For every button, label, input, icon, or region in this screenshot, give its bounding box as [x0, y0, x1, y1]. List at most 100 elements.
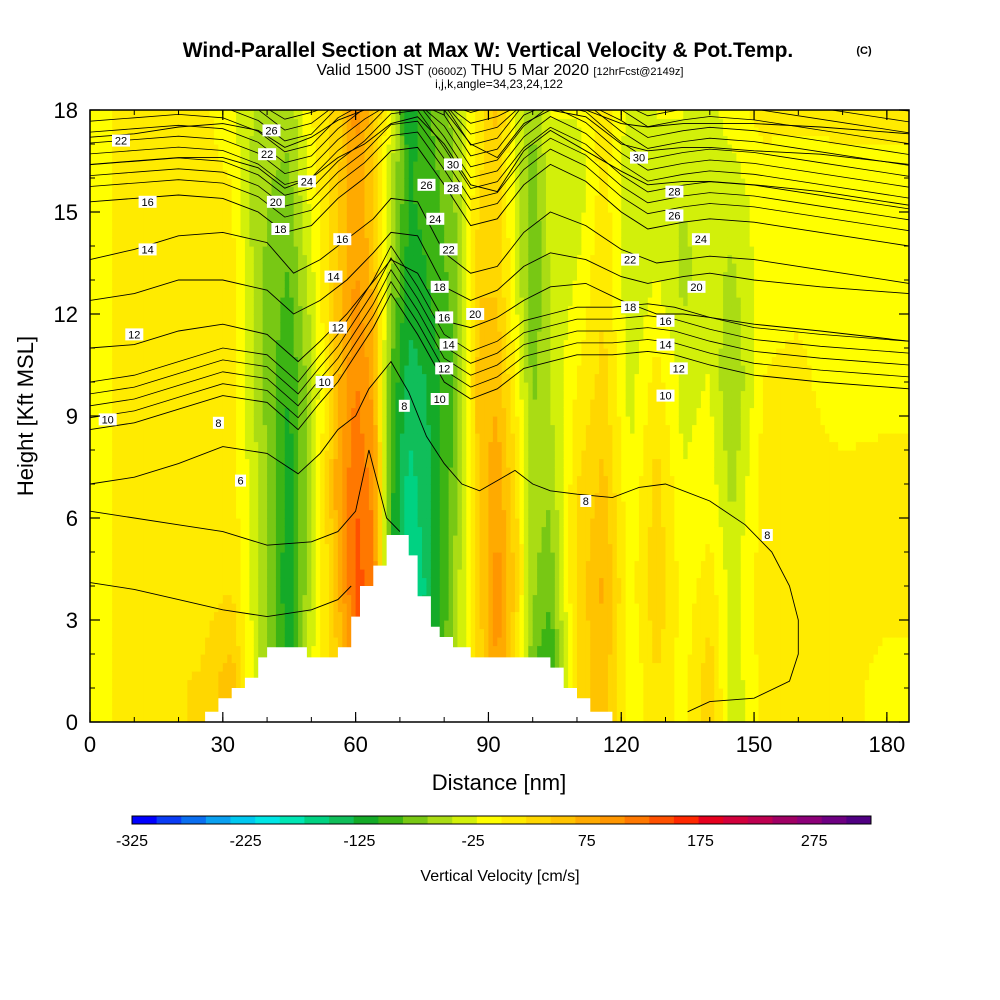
velocity-cell: [151, 645, 158, 655]
velocity-cell: [289, 348, 295, 358]
velocity-cell: [200, 611, 206, 621]
velocity-cell: [240, 195, 246, 205]
velocity-cell: [315, 501, 321, 511]
velocity-cell: [293, 127, 299, 137]
velocity-cell: [209, 331, 215, 341]
velocity-cell: [333, 543, 339, 553]
velocity-cell: [280, 628, 286, 638]
velocity-cell: [302, 322, 308, 332]
velocity-cell: [165, 620, 171, 630]
velocity-cell: [386, 195, 392, 205]
velocity-cell: [125, 671, 131, 681]
velocity-cell: [324, 535, 330, 545]
velocity-cell: [209, 127, 215, 137]
velocity-cell: [262, 467, 268, 477]
velocity-cell: [280, 110, 286, 120]
velocity-cell: [209, 518, 215, 528]
velocity-cell: [302, 118, 308, 128]
velocity-cell: [236, 263, 242, 273]
velocity-cell: [218, 169, 224, 179]
velocity-cell: [231, 373, 237, 383]
velocity-cell: [333, 569, 339, 579]
velocity-cell: [244, 620, 250, 630]
velocity-cell: [165, 178, 171, 188]
velocity-cell: [377, 212, 383, 222]
velocity-cell: [125, 560, 131, 570]
velocity-cell: [156, 569, 162, 579]
velocity-cell: [267, 586, 273, 596]
velocity-cell: [280, 297, 286, 307]
velocity-cell: [174, 696, 180, 706]
velocity-cell: [355, 390, 361, 400]
velocity-cell: [174, 501, 180, 511]
velocity-cell: [209, 569, 215, 579]
velocity-cell: [165, 526, 171, 536]
velocity-cell: [227, 288, 233, 298]
velocity-cell: [222, 186, 228, 196]
velocity-cell: [311, 118, 317, 128]
velocity-cell: [306, 450, 312, 460]
velocity-cell: [187, 620, 193, 630]
velocity-cell: [227, 475, 233, 485]
velocity-cell: [129, 280, 135, 290]
velocity-cell: [151, 569, 158, 579]
velocity-cell: [386, 169, 392, 179]
velocity-cell: [368, 577, 374, 587]
velocity-cell: [253, 569, 259, 579]
velocity-cell: [373, 186, 379, 196]
velocity-cell: [200, 662, 206, 672]
velocity-cell: [112, 594, 118, 604]
velocity-cell: [116, 356, 122, 366]
velocity-cell: [187, 229, 193, 239]
velocity-cell: [342, 339, 348, 349]
velocity-cell: [196, 254, 202, 264]
velocity-cell: [231, 399, 237, 409]
velocity-cell: [213, 475, 219, 485]
velocity-cell: [178, 271, 184, 281]
velocity-cell: [240, 399, 246, 409]
velocity-cell: [302, 144, 308, 154]
velocity-cell: [134, 552, 140, 562]
velocity-cell: [147, 203, 153, 213]
velocity-cell: [236, 178, 242, 188]
velocity-cell: [258, 348, 264, 358]
velocity-cell: [125, 577, 131, 587]
velocity-cell: [129, 654, 135, 664]
velocity-cell: [160, 220, 166, 230]
velocity-cell: [134, 110, 140, 120]
velocity-cell: [240, 169, 246, 179]
velocity-cell: [280, 305, 286, 315]
velocity-cell: [267, 263, 273, 273]
velocity-cell: [306, 169, 312, 179]
velocity-cell: [253, 331, 259, 341]
velocity-cell: [249, 620, 255, 630]
velocity-cell: [151, 212, 158, 222]
velocity-cell: [218, 331, 224, 341]
velocity-cell: [222, 611, 228, 621]
velocity-cell: [116, 628, 122, 638]
velocity-cell: [244, 433, 250, 443]
velocity-cell: [209, 433, 215, 443]
velocity-cell: [174, 390, 180, 400]
velocity-cell: [320, 390, 326, 400]
velocity-cell: [169, 356, 175, 366]
velocity-cell: [178, 118, 184, 128]
velocity-cell: [125, 254, 131, 264]
velocity-cell: [302, 484, 308, 494]
velocity-cell: [143, 331, 149, 341]
velocity-cell: [107, 586, 113, 596]
velocity-cell: [107, 518, 113, 528]
velocity-cell: [306, 492, 312, 502]
velocity-cell: [262, 169, 268, 179]
velocity-cell: [315, 416, 321, 426]
velocity-cell: [275, 144, 281, 154]
velocity-cell: [315, 569, 321, 579]
velocity-cell: [231, 407, 237, 417]
velocity-cell: [112, 637, 118, 647]
velocity-cell: [200, 390, 206, 400]
velocity-cell: [267, 569, 273, 579]
velocity-cell: [227, 254, 233, 264]
velocity-cell: [236, 560, 242, 570]
velocity-cell: [191, 305, 197, 315]
velocity-cell: [222, 662, 228, 672]
